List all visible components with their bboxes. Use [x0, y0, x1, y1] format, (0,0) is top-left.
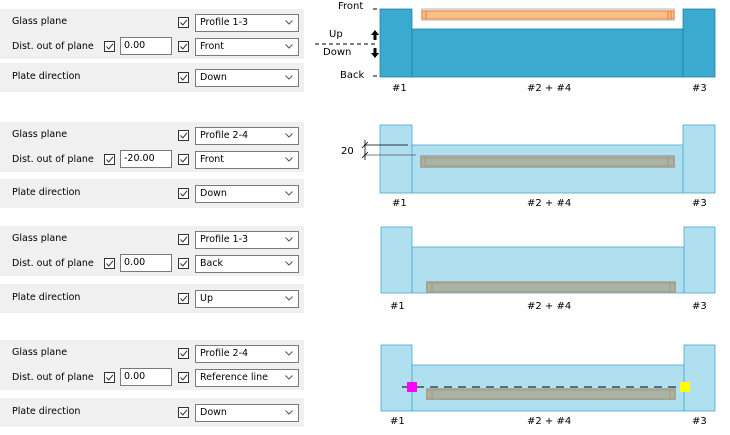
dist-ref-value: Front	[200, 41, 225, 52]
side-label-back: Back	[340, 70, 365, 81]
dist-checkbox[interactable]	[104, 154, 115, 165]
chevron-down-icon	[285, 351, 293, 356]
start-point-marker	[407, 382, 417, 392]
chevron-down-icon	[285, 133, 293, 138]
dist-ref-checkbox[interactable]	[178, 41, 189, 52]
glass-plane-checkbox[interactable]	[178, 17, 189, 28]
plate-direction-checkbox[interactable]	[178, 72, 189, 83]
diagram-1-section	[315, 8, 716, 78]
dist-checkbox[interactable]	[104, 372, 115, 383]
profile-label-2-4: #2 + #4	[527, 301, 572, 312]
profile-label-1: #1	[390, 301, 405, 312]
plate-direction-checkbox[interactable]	[178, 188, 189, 199]
plate-direction-label: Plate direction	[12, 292, 81, 303]
plate-direction-value: Down	[200, 188, 227, 199]
profile-label-1: #1	[392, 83, 407, 94]
glass-plane-label: Glass plane	[12, 129, 68, 140]
dist-value-input[interactable]: 0.00	[120, 368, 172, 386]
chevron-down-icon	[285, 375, 293, 380]
dist-ref-value: Back	[200, 258, 224, 269]
side-label-down: Down	[323, 47, 352, 58]
dist-out-of-plane-label: Dist. out of plane	[12, 372, 94, 383]
profile-label-1: #1	[392, 198, 407, 209]
side-label-front: Front	[338, 1, 364, 12]
diagram-3-section	[380, 226, 716, 294]
plate-direction-label: Plate direction	[12, 406, 81, 417]
chevron-down-icon	[285, 44, 293, 49]
chevron-down-icon	[285, 191, 293, 196]
chevron-down-icon	[285, 410, 293, 415]
plate-direction-value: Down	[200, 407, 227, 418]
plate-direction-select[interactable]: Up	[195, 290, 299, 308]
side-label-up: Up	[329, 29, 343, 40]
glass-plane-label: Glass plane	[12, 233, 68, 244]
glass-plane-value: Profile 1-3	[200, 234, 249, 245]
dist-checkbox[interactable]	[104, 41, 115, 52]
dist-value-input[interactable]: -20.00	[120, 150, 172, 168]
dist-ref-value: Reference line	[200, 372, 269, 383]
profile-label-1: #1	[390, 416, 405, 427]
dist-value-input[interactable]: 0.00	[120, 254, 172, 272]
end-point-marker	[680, 382, 690, 392]
diagram-2-section	[361, 124, 716, 194]
plate-direction-select[interactable]: Down	[195, 69, 299, 87]
dist-ref-select[interactable]: Reference line	[195, 369, 299, 387]
profile-label-3: #3	[692, 301, 707, 312]
glass-plane-checkbox[interactable]	[178, 130, 189, 141]
profile-label-3: #3	[692, 198, 707, 209]
dist-out-of-plane-label: Dist. out of plane	[12, 41, 94, 52]
chevron-down-icon	[285, 157, 293, 162]
plate-direction-select[interactable]: Down	[195, 404, 299, 422]
glass-plane-value: Profile 2-4	[200, 130, 249, 141]
diagram-4-section	[380, 344, 716, 412]
chevron-down-icon	[285, 237, 293, 242]
plate-direction-select[interactable]: Down	[195, 185, 299, 203]
glass-plane-label: Glass plane	[12, 347, 68, 358]
glass-plane-checkbox[interactable]	[178, 348, 189, 359]
dist-ref-checkbox[interactable]	[178, 258, 189, 269]
plate-direction-label: Plate direction	[12, 71, 81, 82]
dist-ref-select[interactable]: Front	[195, 38, 299, 56]
glass-plane-select[interactable]: Profile 2-4	[195, 345, 299, 363]
dist-ref-select[interactable]: Front	[195, 151, 299, 169]
glass-plane-label: Glass plane	[12, 16, 68, 27]
glass-plane-select[interactable]: Profile 2-4	[195, 127, 299, 145]
profile-label-3: #3	[692, 416, 707, 427]
plate-direction-label: Plate direction	[12, 187, 81, 198]
profile-label-2-4: #2 + #4	[527, 83, 572, 94]
glass-plane-value: Profile 1-3	[200, 17, 249, 28]
dist-ref-value: Front	[200, 154, 225, 165]
profile-label-3: #3	[692, 83, 707, 94]
dist-checkbox[interactable]	[104, 258, 115, 269]
chevron-down-icon	[285, 296, 293, 301]
profile-label-2-4: #2 + #4	[527, 198, 572, 209]
chevron-down-icon	[285, 261, 293, 266]
profile-label-2-4: #2 + #4	[527, 416, 572, 427]
dist-value-input[interactable]: 0.00	[120, 37, 172, 55]
glass-plane-value: Profile 2-4	[200, 348, 249, 359]
dist-ref-select[interactable]: Back	[195, 255, 299, 273]
plate-direction-checkbox[interactable]	[178, 407, 189, 418]
glass-plane-select[interactable]: Profile 1-3	[195, 14, 299, 32]
dimension-20: 20	[341, 146, 354, 157]
dist-ref-checkbox[interactable]	[178, 154, 189, 165]
dist-ref-checkbox[interactable]	[178, 372, 189, 383]
plate-direction-value: Down	[200, 72, 227, 83]
dist-out-of-plane-label: Dist. out of plane	[12, 154, 94, 165]
plate-direction-checkbox[interactable]	[178, 293, 189, 304]
dist-out-of-plane-label: Dist. out of plane	[12, 258, 94, 269]
chevron-down-icon	[285, 75, 293, 80]
chevron-down-icon	[285, 20, 293, 25]
glass-plane-select[interactable]: Profile 1-3	[195, 231, 299, 249]
glass-plane-checkbox[interactable]	[178, 234, 189, 245]
plate-direction-value: Up	[200, 293, 213, 304]
